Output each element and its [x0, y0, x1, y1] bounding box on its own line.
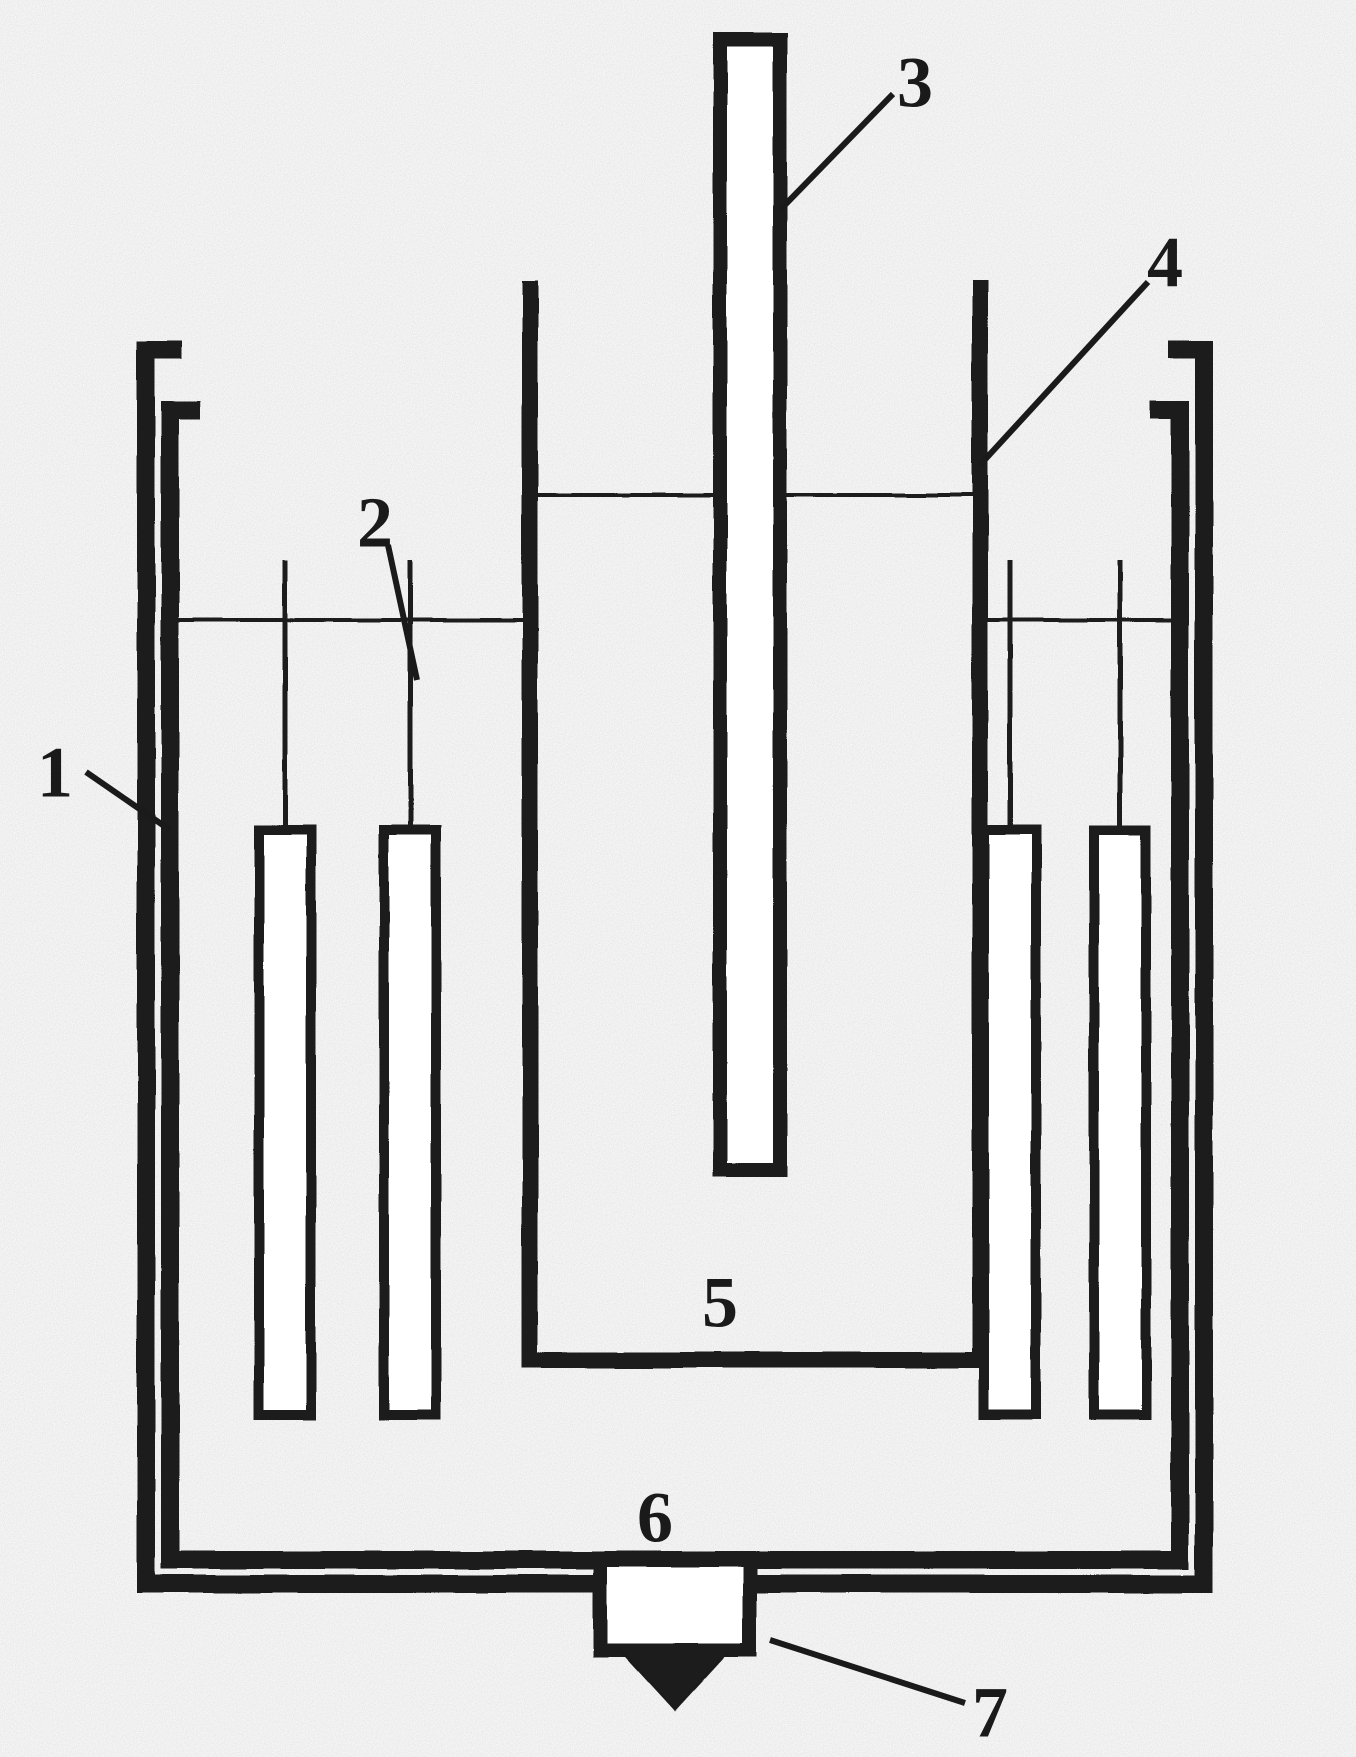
label-2: 2 [357, 483, 393, 563]
electrode-body-2 [384, 830, 436, 1415]
electrode-body-3 [984, 830, 1036, 1415]
label-3: 3 [897, 43, 933, 123]
label-5: 5 [702, 1263, 738, 1343]
label-7: 7 [972, 1673, 1008, 1753]
label-1: 1 [37, 733, 73, 813]
electrode-body-1 [259, 830, 311, 1415]
center-rod [720, 40, 780, 1170]
electrode-body-4 [1094, 830, 1146, 1415]
label-4: 4 [1147, 223, 1183, 303]
label-6: 6 [637, 1478, 673, 1558]
drain-box [600, 1560, 750, 1650]
apparatus-diagram: 1 2 3 4 5 6 7 [0, 0, 1356, 1757]
